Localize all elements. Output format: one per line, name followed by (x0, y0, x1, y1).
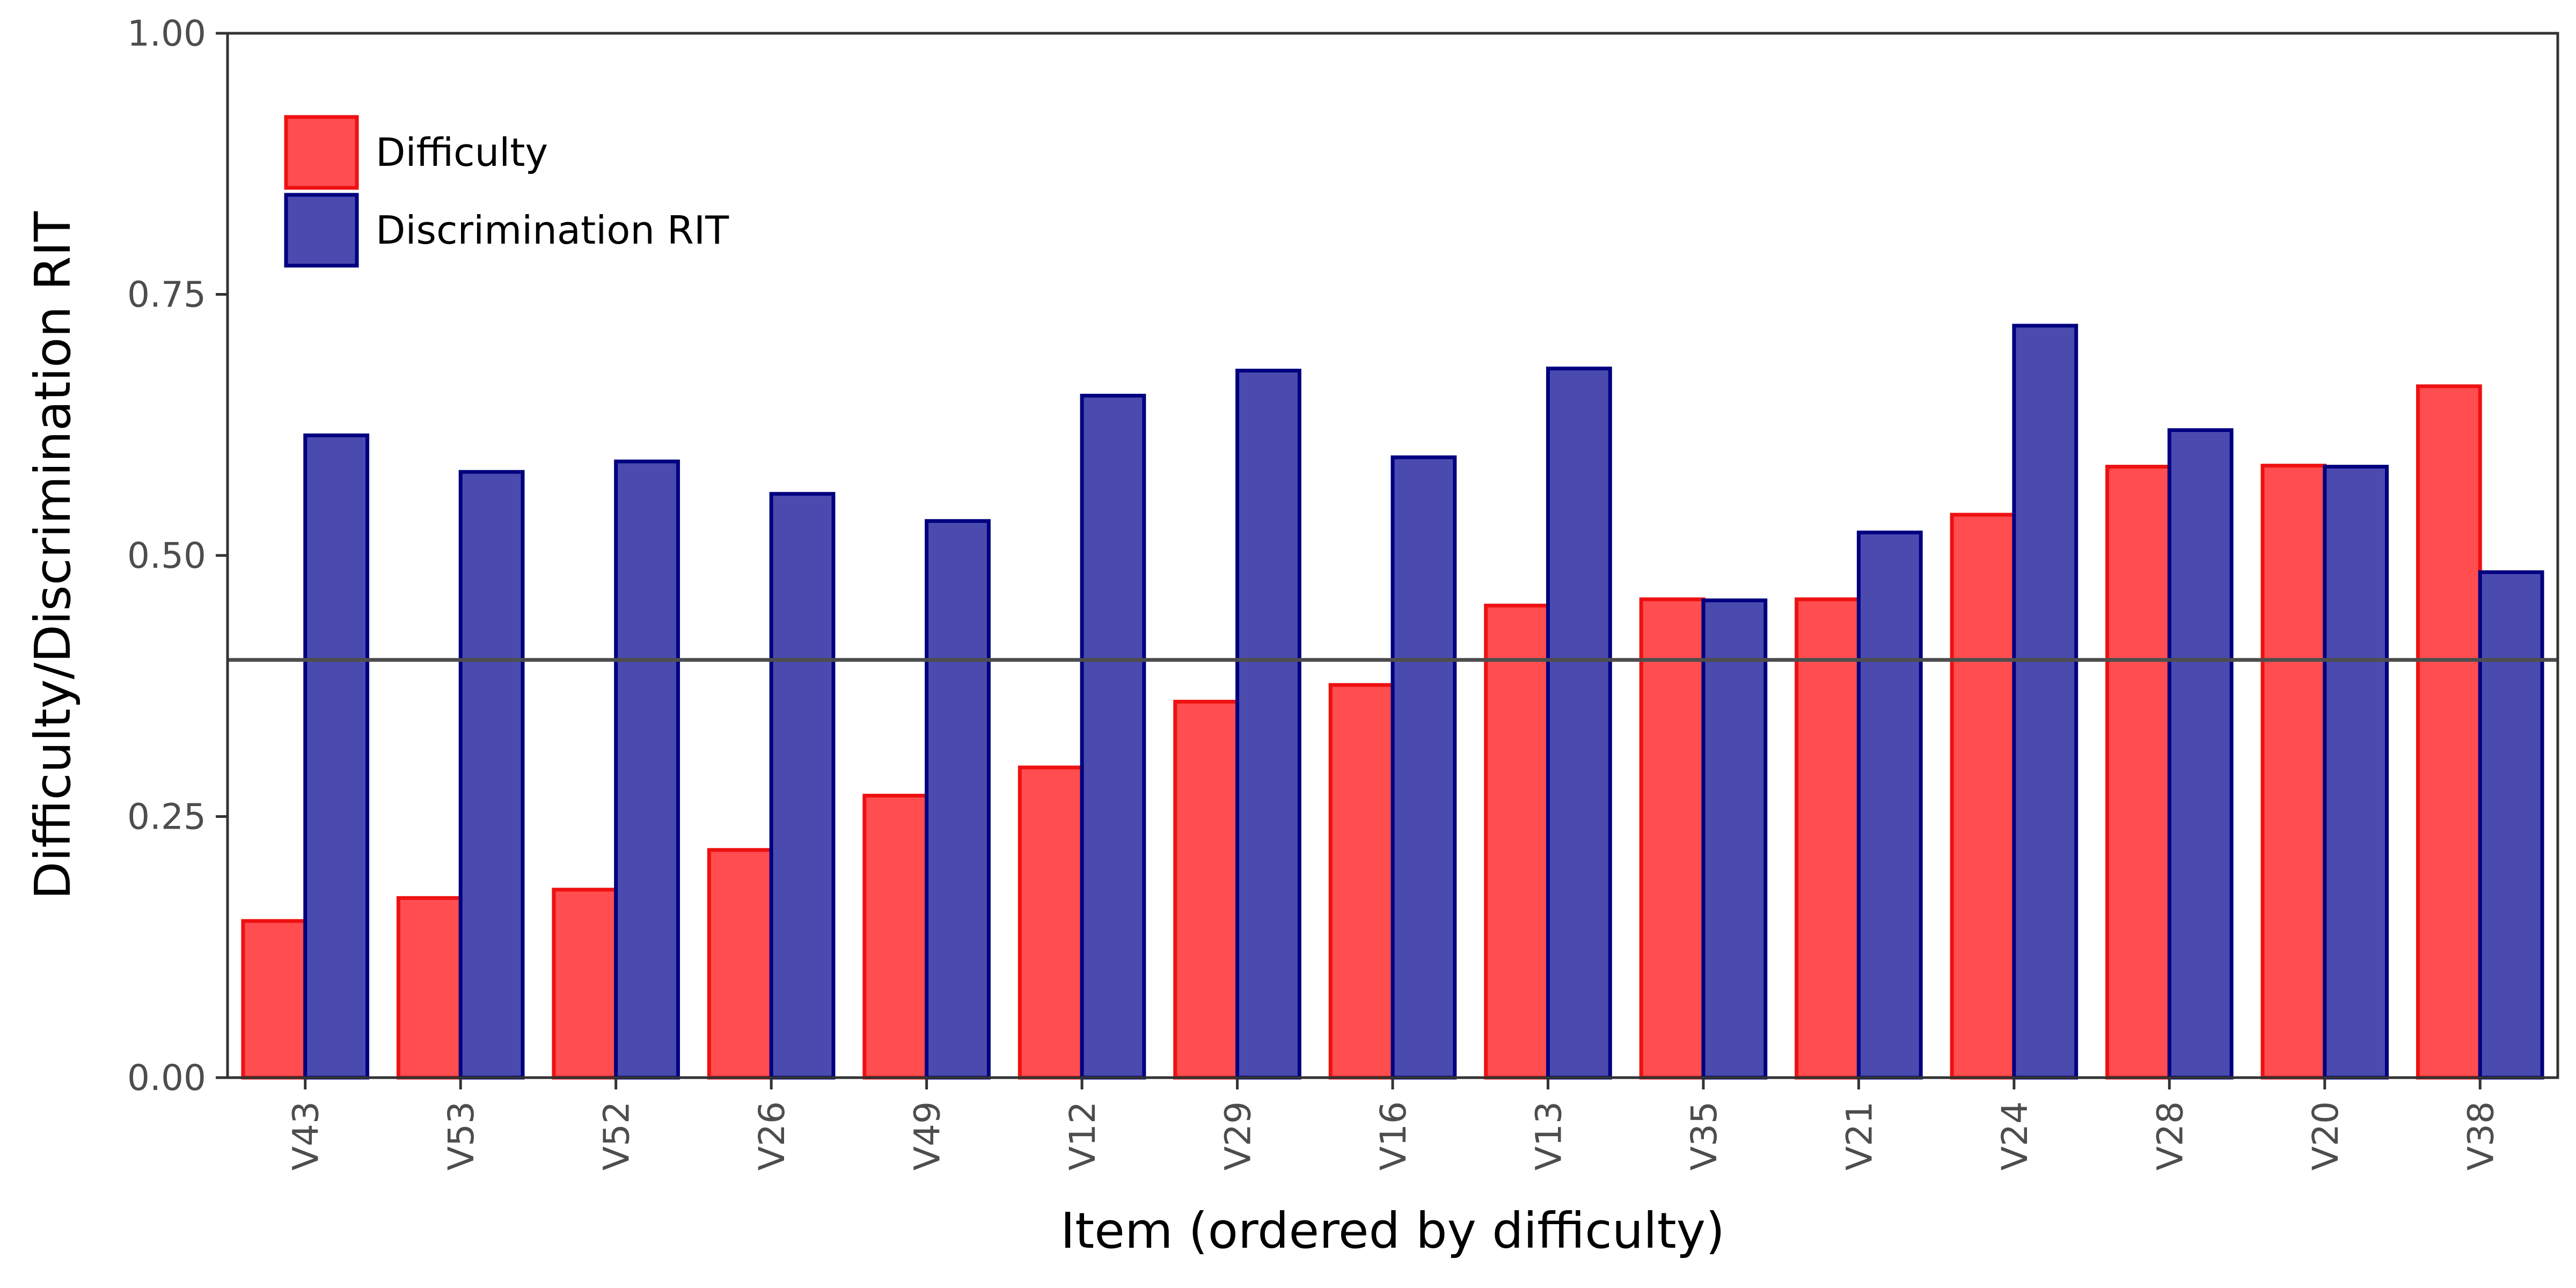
y-tick-label: 0.25 (127, 796, 206, 838)
x-tick-label: V21 (1839, 1101, 1880, 1170)
bar-discrimination-v49 (925, 519, 991, 1080)
x-tick-label: V26 (751, 1101, 793, 1170)
bar-discrimination-v13 (1546, 367, 1612, 1080)
bar-discrimination-v12 (1080, 393, 1146, 1080)
x-tick-label: V38 (2460, 1101, 2501, 1170)
legend-swatch-difficulty (284, 115, 359, 190)
bar-discrimination-v43 (303, 433, 370, 1080)
x-tick-label: V53 (441, 1101, 482, 1170)
legend-label-discrimination: Discrimination RIT (376, 208, 729, 253)
legend-label-difficulty: Difficulty (376, 130, 548, 175)
bar-discrimination-v24 (2012, 324, 2079, 1080)
x-tick-label: V20 (2305, 1101, 2346, 1170)
bar-difficulty-v12 (1018, 765, 1084, 1080)
bar-difficulty-v13 (1484, 603, 1550, 1080)
bar-difficulty-v16 (1328, 683, 1395, 1080)
x-axis: V43 V53 V52 V26 V49 V12 V29 V16 V13 V35 V21 V24 V28 V… (286, 1078, 2501, 1170)
x-tick-label: V16 (1373, 1101, 1414, 1170)
y-axis: 0.00 0.25 0.50 0.75 1.00 (127, 13, 228, 1099)
x-tick-label: V43 (286, 1101, 327, 1170)
bar-difficulty-v35 (1639, 597, 1706, 1080)
x-tick-label: V24 (1994, 1101, 2036, 1170)
x-tick-label: V12 (1062, 1101, 1103, 1170)
y-tick-label: 0.50 (127, 535, 206, 576)
bar-difficulty-v26 (707, 848, 773, 1080)
legend-swatch-discrimination (284, 193, 359, 268)
y-tick-label: 1.00 (127, 13, 206, 54)
bar-discrimination-v52 (614, 459, 680, 1080)
bar-discrimination-v35 (1701, 598, 1768, 1080)
x-tick-label: V29 (1218, 1101, 1259, 1170)
bar-difficulty-v20 (2260, 464, 2327, 1080)
x-tick-label: V13 (1528, 1101, 1569, 1170)
bar-difficulty-v24 (1950, 513, 2016, 1080)
y-tick-label: 0.75 (127, 274, 206, 316)
bar-difficulty-v49 (862, 794, 929, 1080)
x-tick-label: V35 (1684, 1101, 1725, 1170)
legend: Difficulty Discrimination RIT (284, 115, 729, 268)
bars-layer (241, 324, 2544, 1080)
bar-discrimination-v26 (769, 492, 836, 1080)
bar-difficulty-v43 (241, 919, 308, 1080)
bar-discrimination-v16 (1391, 455, 1457, 1080)
bar-difficulty-v52 (552, 888, 618, 1080)
bar-discrimination-v28 (2167, 428, 2234, 1080)
y-tick-label: 0.00 (127, 1057, 206, 1099)
x-tick-label: V28 (2149, 1101, 2191, 1170)
bar-difficulty-v53 (396, 896, 463, 1080)
x-tick-label: V49 (907, 1101, 948, 1170)
bar-discrimination-v21 (1856, 530, 1923, 1080)
bar-discrimination-v29 (1235, 369, 1301, 1080)
bar-difficulty-v28 (2105, 465, 2171, 1080)
bar-discrimination-v38 (2478, 570, 2544, 1080)
bar-difficulty-v29 (1173, 699, 1240, 1080)
bar-discrimination-v53 (458, 470, 525, 1080)
x-axis-title: Item (ordered by difficulty) (1060, 1202, 1725, 1260)
y-axis-title: Difficulty/Discrimination RIT (24, 211, 82, 899)
bar-difficulty-v38 (2416, 384, 2482, 1080)
x-tick-label: V52 (596, 1101, 638, 1170)
bar-discrimination-v20 (2323, 465, 2389, 1080)
bar-difficulty-v21 (1795, 597, 1861, 1080)
